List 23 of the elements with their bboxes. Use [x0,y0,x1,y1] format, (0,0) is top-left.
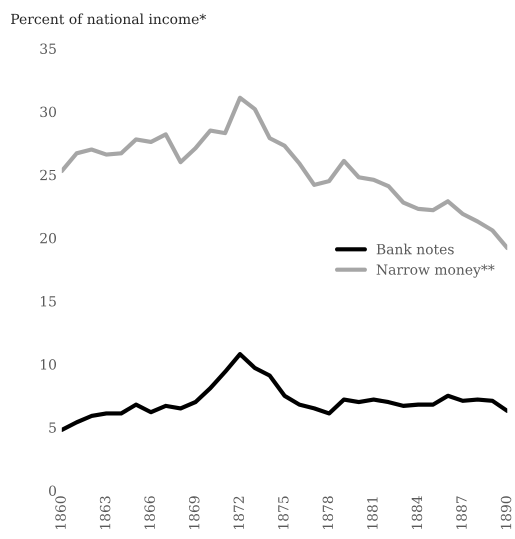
y-tick-label: 20 [40,232,56,244]
x-tick-label: 1872 [234,496,244,530]
y-tick-label: 10 [40,359,56,370]
x-tick-label: 1875 [278,496,289,530]
y-tick-label: 35 [40,43,56,54]
y-tick-label: 5 [49,422,56,433]
x-tick-label: 1878 [322,496,334,530]
line-series [62,352,508,432]
x-tick-label: 1869 [188,496,200,530]
x-tick-label: 1863 [100,496,110,530]
legend-label: Bank notes [376,244,454,254]
y-tick-label: 0 [49,485,56,496]
legend-label: Narrow money** [376,264,495,278]
y-tick-label: 30 [40,106,56,118]
x-tick-label: 1887 [456,496,467,530]
x-tick-label: 1860 [55,496,66,530]
x-tick-label: 1890 [500,496,512,530]
x-tick-label: 1884 [412,496,422,530]
x-tick-label: 1866 [144,496,155,530]
y-tick-label: 15 [40,296,56,307]
y-axis-title: Percent of national income* [11,13,206,24]
y-tick-label: 25 [40,170,56,180]
x-tick-label: 1881 [367,497,378,530]
